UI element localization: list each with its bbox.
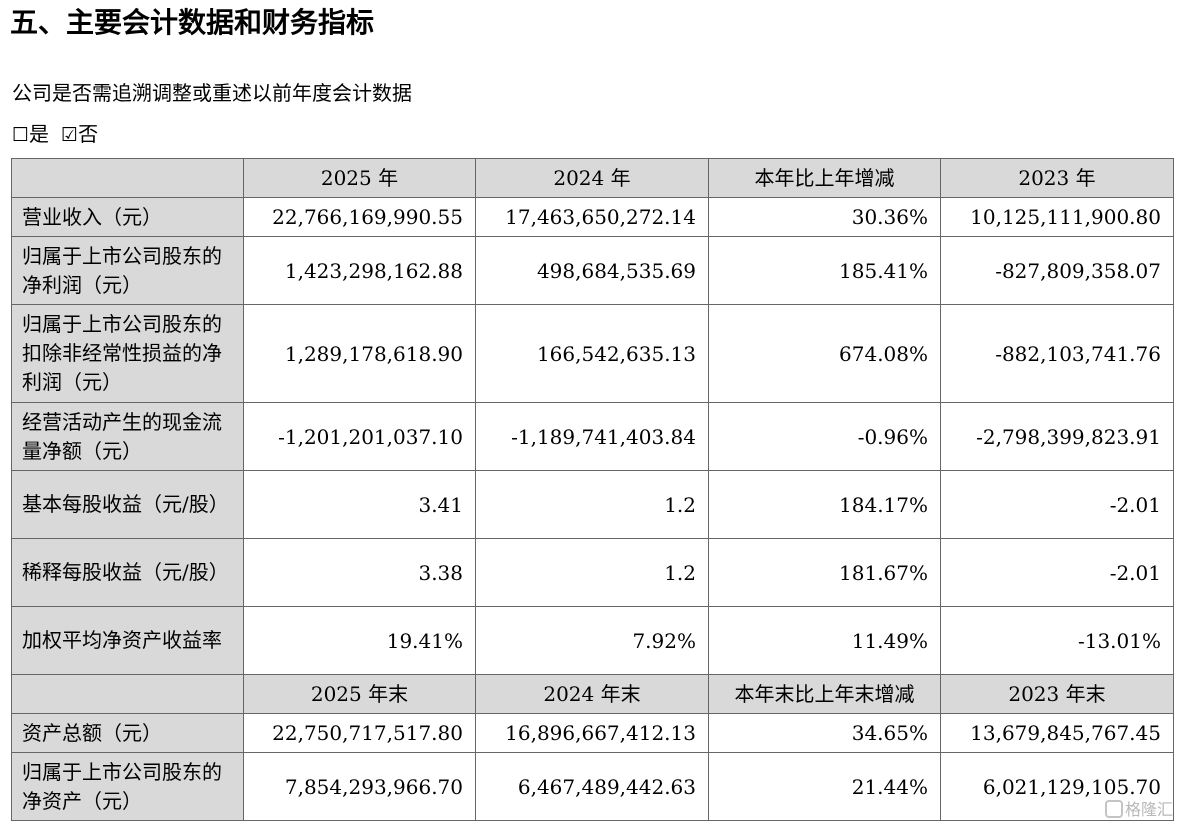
value-cell: 1,423,298,162.88 <box>243 236 476 305</box>
header-cell: 2024 年末 <box>475 674 709 714</box>
row-label: 营业收入（元） <box>11 197 244 237</box>
header-cell: 2023 年末 <box>940 674 1174 714</box>
table-row: 资产总额（元） 22,750,717,517.80 16,896,667,412… <box>11 713 1174 753</box>
value-cell: 6,021,129,105.70 <box>940 752 1174 821</box>
checkbox-unchecked-icon: ☐ <box>12 124 30 146</box>
value-cell: 184.17% <box>708 470 941 539</box>
value-cell: 7.92% <box>475 606 709 675</box>
checkbox-checked-icon: ☑ <box>61 124 79 146</box>
value-cell: 19.41% <box>243 606 476 675</box>
value-cell: 13,679,845,767.45 <box>940 713 1174 753</box>
header-blank-cell <box>11 158 244 198</box>
header-cell: 2025 年末 <box>243 674 476 714</box>
value-cell: 7,854,293,966.70 <box>243 752 476 821</box>
row-label: 归属于上市公司股东的扣除非经常性损益的净利润（元） <box>11 304 244 403</box>
watermark-text: 格隆汇 <box>1124 800 1173 819</box>
table-row: 归属于上市公司股东的净利润（元） 1,423,298,162.88 498,68… <box>11 236 1174 305</box>
value-cell: -13.01% <box>940 606 1174 675</box>
restatement-question: 公司是否需追溯调整或重述以前年度会计数据 <box>12 81 412 105</box>
value-cell: -1,201,201,037.10 <box>243 402 476 471</box>
value-cell: 181.67% <box>708 538 941 607</box>
row-label: 稀释每股收益（元/股） <box>11 538 244 607</box>
value-cell: 16,896,667,412.13 <box>475 713 709 753</box>
table-header-row: 2025 年 2024 年 本年比上年增减 2023 年 <box>11 158 1174 198</box>
row-label: 经营活动产生的现金流量净额（元） <box>11 402 244 471</box>
value-cell: 674.08% <box>708 304 941 403</box>
value-cell: 11.49% <box>708 606 941 675</box>
value-cell: 185.41% <box>708 236 941 305</box>
table-row: 归属于上市公司股东的扣除非经常性损益的净利润（元） 1,289,178,618.… <box>11 304 1174 403</box>
value-cell: -0.96% <box>708 402 941 471</box>
value-cell: -827,809,358.07 <box>940 236 1174 305</box>
value-cell: -2.01 <box>940 470 1174 539</box>
value-cell: 498,684,535.69 <box>475 236 709 305</box>
value-cell: 6,467,489,442.63 <box>475 752 709 821</box>
row-label: 基本每股收益（元/股） <box>11 470 244 539</box>
choice-no-label: 否 <box>78 122 99 146</box>
choice-yes-label: 是 <box>29 122 50 146</box>
value-cell: 34.65% <box>708 713 941 753</box>
table-row: 基本每股收益（元/股） 3.41 1.2 184.17% -2.01 <box>11 470 1174 539</box>
value-cell: 22,766,169,990.55 <box>243 197 476 237</box>
restatement-choices: ☐是 ☑否 <box>12 121 110 148</box>
value-cell: -882,103,741.76 <box>940 304 1174 403</box>
value-cell: 1,289,178,618.90 <box>243 304 476 403</box>
header-cell: 本年末比上年末增减 <box>708 674 941 714</box>
choice-no[interactable]: ☑否 <box>61 121 98 148</box>
value-cell: -2.01 <box>940 538 1174 607</box>
watermark: 格隆汇 <box>1104 796 1173 820</box>
header-blank-cell <box>11 674 244 714</box>
header-cell: 2024 年 <box>475 158 709 198</box>
table-row: 经营活动产生的现金流量净额（元） -1,201,201,037.10 -1,18… <box>11 402 1174 471</box>
value-cell: 1.2 <box>475 470 709 539</box>
value-cell: 30.36% <box>708 197 941 237</box>
header-cell: 2023 年 <box>940 158 1174 198</box>
table-row: 营业收入（元） 22,766,169,990.55 17,463,650,272… <box>11 197 1174 237</box>
financial-indicators-table: 2025 年 2024 年 本年比上年增减 2023 年 营业收入（元） 22,… <box>11 158 1174 821</box>
header-cell: 2025 年 <box>243 158 476 198</box>
value-cell: 10,125,111,900.80 <box>940 197 1174 237</box>
table-row: 稀释每股收益（元/股） 3.38 1.2 181.67% -2.01 <box>11 538 1174 607</box>
row-label: 资产总额（元） <box>11 713 244 753</box>
value-cell: 21.44% <box>708 752 941 821</box>
value-cell: 166,542,635.13 <box>475 304 709 403</box>
value-cell: 3.41 <box>243 470 476 539</box>
value-cell: -1,189,741,403.84 <box>475 402 709 471</box>
row-label: 归属于上市公司股东的净利润（元） <box>11 236 244 305</box>
table-row: 加权平均净资产收益率 19.41% 7.92% 11.49% -13.01% <box>11 606 1174 675</box>
value-cell: -2,798,399,823.91 <box>940 402 1174 471</box>
table-header-row: 2025 年末 2024 年末 本年末比上年末增减 2023 年末 <box>11 674 1174 714</box>
value-cell: 17,463,650,272.14 <box>475 197 709 237</box>
value-cell: 1.2 <box>475 538 709 607</box>
header-cell: 本年比上年增减 <box>708 158 941 198</box>
row-label: 归属于上市公司股东的净资产（元） <box>11 752 244 821</box>
section-heading: 五、主要会计数据和财务指标 <box>10 6 375 39</box>
value-cell: 3.38 <box>243 538 476 607</box>
value-cell: 22,750,717,517.80 <box>243 713 476 753</box>
row-label: 加权平均净资产收益率 <box>11 606 244 675</box>
gelonghui-logo-icon <box>1104 800 1123 818</box>
table-row: 归属于上市公司股东的净资产（元） 7,854,293,966.70 6,467,… <box>11 752 1174 821</box>
choice-yes[interactable]: ☐是 <box>12 121 49 148</box>
